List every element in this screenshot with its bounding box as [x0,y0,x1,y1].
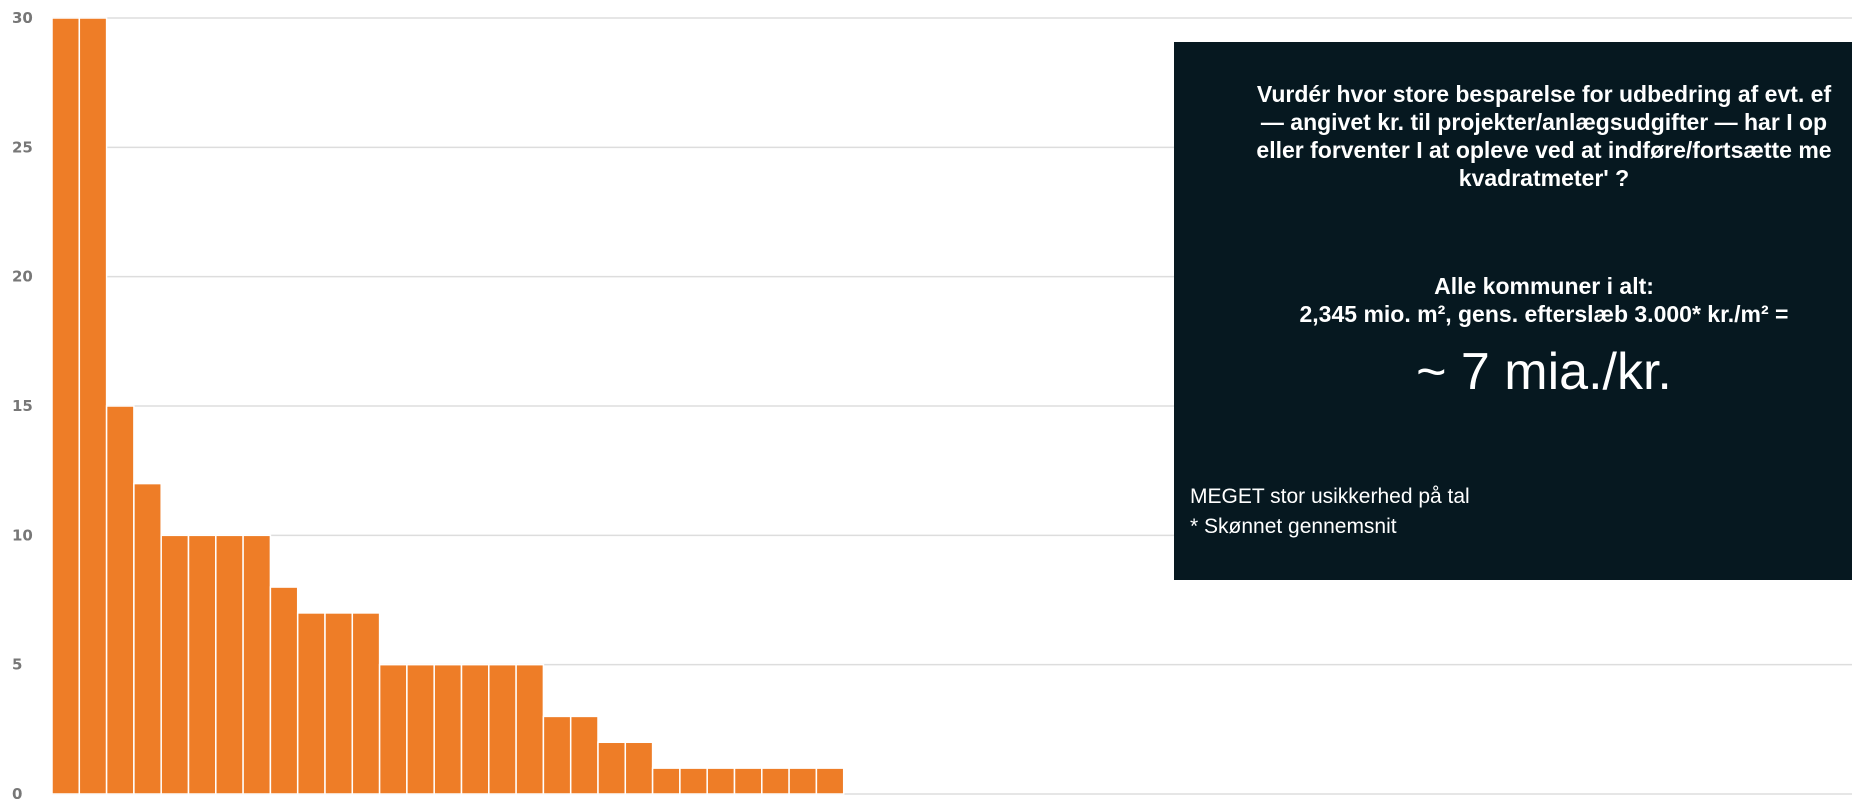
y-tick-label: 5 [12,656,22,674]
bar [269,586,299,795]
bar [460,663,490,795]
y-axis-tick-labels: 0 5 10 15 20 25 30 [12,9,33,800]
question-line: Vurdér hvor store besparelse for udbedri… [1256,81,1832,107]
bar [105,405,135,795]
total-value: ~ 7 mia./kr. [1416,343,1672,401]
total-line: 2,345 mio. m², gens. efterslæb 3.000* kr… [1299,301,1789,327]
y-tick-label: 20 [12,268,33,286]
total-summary: Alle kommuner i alt: 2,345 mio. m², gens… [1044,272,1852,328]
bar [597,741,627,795]
survey-question: Vurdér hvor store besparelse for udbedri… [1044,80,1852,192]
bar [351,612,381,795]
bar [488,663,517,795]
annotation-box: Vurdér hvor store besparelse for udbedri… [1174,42,1852,580]
question-line: eller forventer I at opleve ved at indfø… [1256,137,1832,163]
y-tick-label: 0 [12,785,22,800]
bar [242,534,272,795]
bar [815,767,845,795]
y-tick-label: 25 [12,138,33,156]
bar [679,767,708,795]
bar [78,17,108,795]
question-line: — angivet kr. til projekter/anlægsudgift… [1260,109,1828,135]
bar [733,767,763,795]
bar [406,663,435,795]
y-tick-label: 15 [12,397,33,415]
bars [51,17,845,795]
note-uncertainty: MEGET stor usikkerhed på tal [1190,485,1470,508]
y-tick-label: 10 [12,526,33,544]
bar [569,715,599,795]
bar [133,482,162,795]
bar [215,534,244,795]
bar [378,663,408,795]
total-heading: Alle kommuner i alt: [1434,273,1654,299]
bar [296,612,326,795]
bar [187,534,217,795]
bar [788,767,818,795]
bar [651,767,681,795]
bar [324,612,354,795]
bar [515,663,545,795]
bar [624,741,654,795]
bar [761,767,790,795]
y-tick-label: 30 [12,9,33,27]
bar [433,663,463,795]
bar [542,715,572,795]
question-line: kvadratmeter' ? [1458,165,1630,191]
bar [706,767,736,795]
bar [160,534,190,795]
bar [51,17,81,795]
note-estimate: * Skønnet gennemsnit [1190,515,1397,538]
notes: MEGET stor usikkerhed på tal * Skønnet g… [1190,482,1470,542]
